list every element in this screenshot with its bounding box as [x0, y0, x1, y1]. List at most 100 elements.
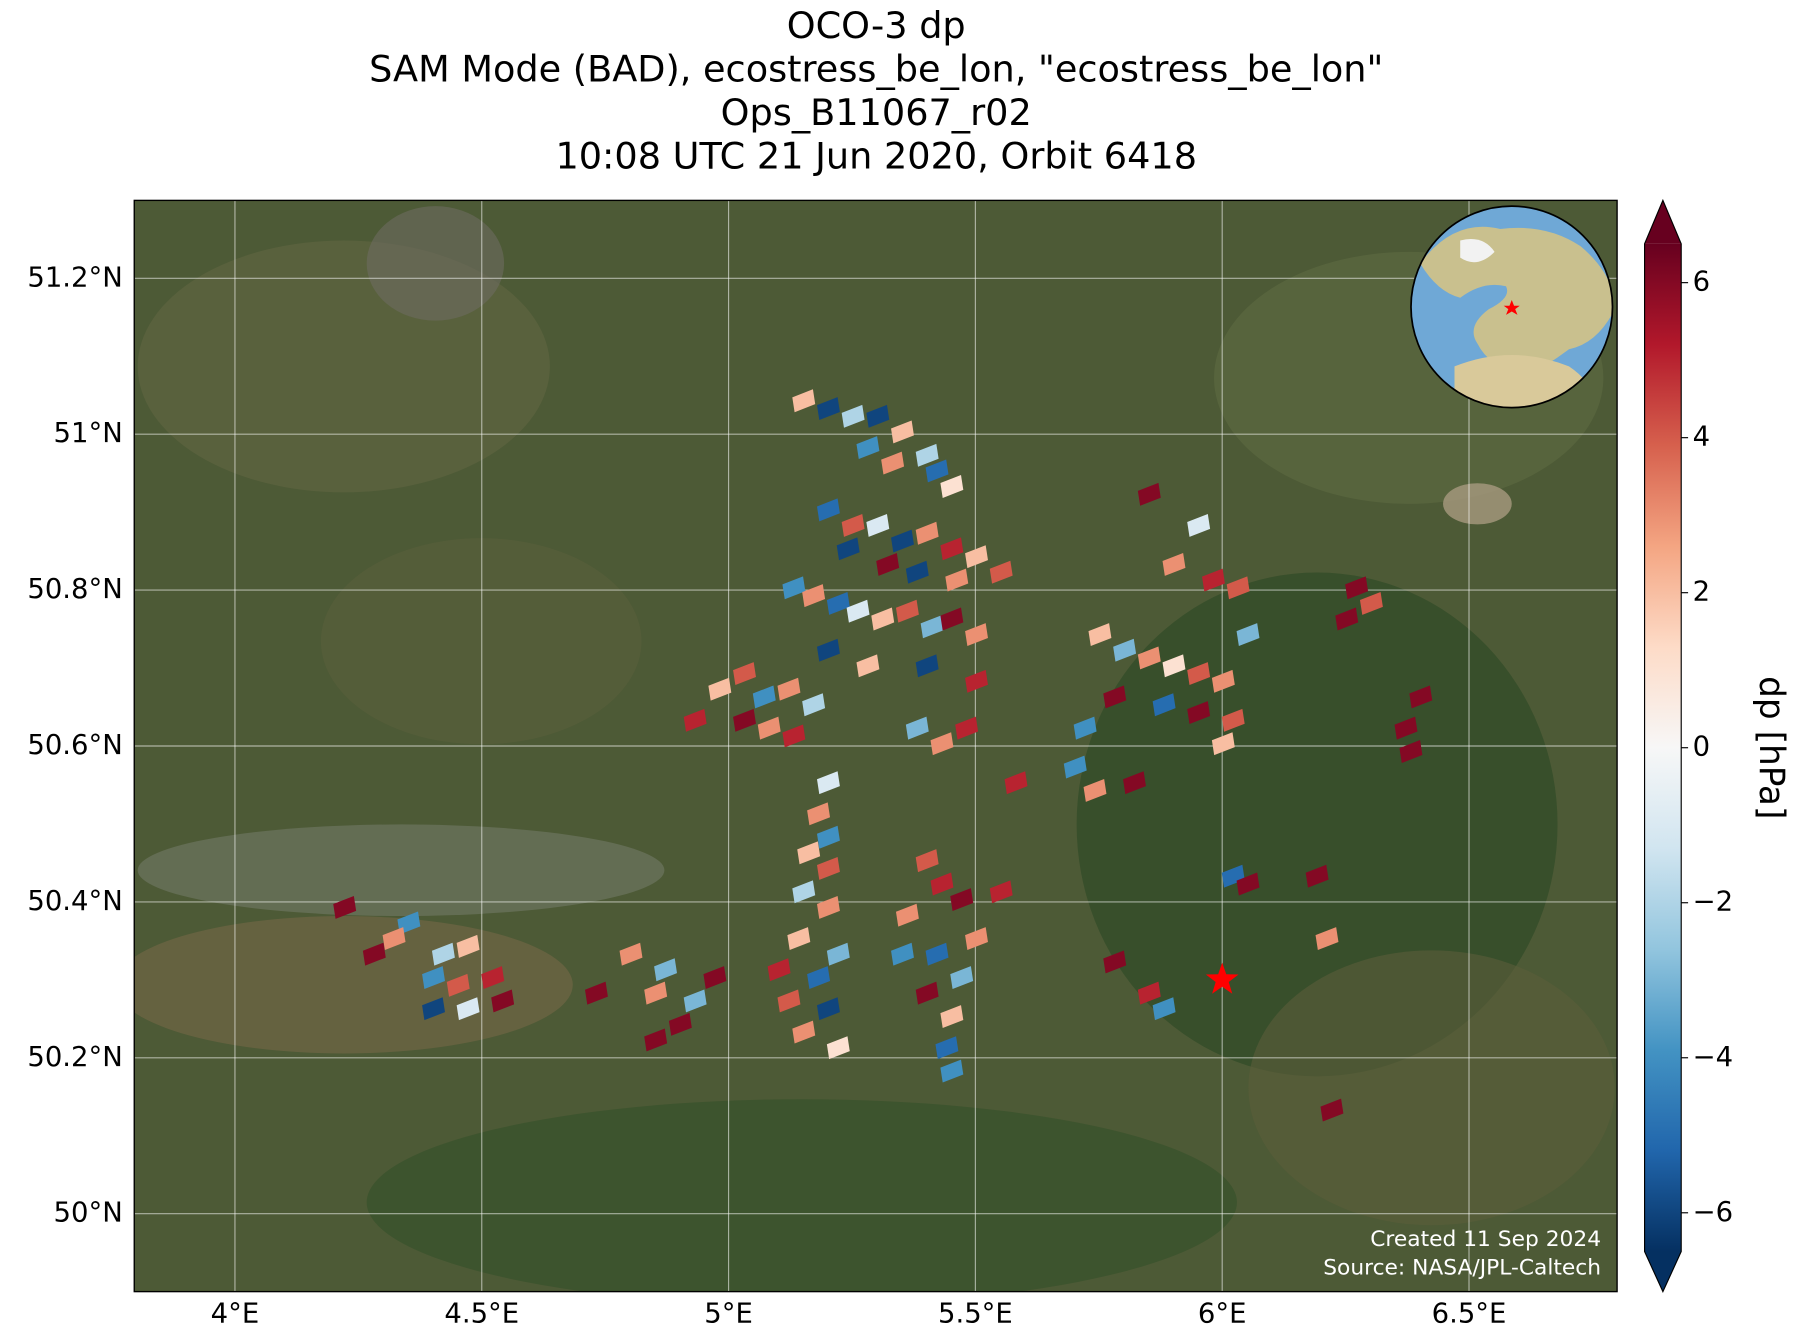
sounding [1073, 716, 1097, 740]
sounding [1063, 755, 1087, 779]
sounding [683, 989, 707, 1013]
sounding [362, 942, 386, 966]
colorbar-label: dp [hPa] [1751, 676, 1791, 819]
chart-title: Ops_B11067_r02 [721, 91, 1032, 134]
sounding [1221, 864, 1245, 888]
sounding [792, 1020, 816, 1044]
sounding [1315, 927, 1339, 951]
sounding [584, 981, 608, 1005]
sounding [1236, 872, 1260, 896]
sounding [1320, 1098, 1344, 1122]
sounding [895, 599, 919, 623]
sounding [915, 521, 939, 545]
sounding [481, 966, 505, 989]
chart-title: 10:08 UTC 21 Jun 2020, Orbit 6418 [555, 135, 1197, 178]
sounding [940, 537, 964, 561]
sounding [915, 654, 939, 678]
colorbar-frame [1644, 198, 1682, 1293]
sounding [1103, 685, 1127, 709]
sounding [644, 981, 668, 1005]
sounding [708, 677, 732, 701]
colorbar-tick-label: 4 [1693, 421, 1710, 453]
sounding [1113, 638, 1137, 662]
target-star [1205, 962, 1239, 994]
sounding [965, 669, 988, 693]
colorbar-tick-label: 6 [1693, 266, 1710, 298]
sounding [1226, 576, 1250, 600]
sounding [1187, 701, 1211, 724]
sounding [456, 934, 480, 958]
sounding [816, 638, 840, 662]
sounding [703, 966, 727, 989]
chart-title: SAM Mode (BAD), ecostress_be_lon, "ecost… [369, 47, 1383, 90]
colorbar-tick-label: −4 [1693, 1041, 1734, 1073]
footer-created: Created 11 Sep 2024 [1370, 1227, 1601, 1252]
sounding [446, 973, 470, 997]
sounding [816, 825, 840, 849]
sounding [782, 576, 806, 600]
sounding [802, 584, 826, 608]
sounding [782, 724, 806, 748]
sounding [1123, 771, 1146, 795]
x-tick-label: 5.5°E [938, 1298, 1013, 1330]
sounding [940, 607, 964, 631]
sounding [965, 927, 988, 951]
sounding [955, 716, 979, 740]
sounding [619, 942, 643, 966]
sounding [807, 966, 831, 989]
sounding [733, 662, 756, 686]
sounding [1088, 623, 1112, 647]
colorbar-extend-max [1644, 200, 1682, 244]
sounding [752, 685, 776, 709]
sounding [866, 514, 890, 537]
sounding [1394, 716, 1418, 740]
sounding [895, 903, 919, 927]
basemap [134, 200, 1618, 1292]
sounding [816, 771, 840, 795]
sounding [816, 895, 840, 919]
sounding [733, 708, 756, 732]
x-tick-label: 6°E [1198, 1298, 1247, 1330]
x-tick-label: 6.5°E [1432, 1298, 1507, 1330]
sounding [1162, 552, 1186, 576]
sounding [856, 654, 880, 678]
sounding [915, 981, 939, 1005]
colorbar-tick-label: −2 [1693, 886, 1734, 918]
y-tick-label: 50.4°N [27, 885, 122, 917]
sounding [891, 420, 914, 444]
colorbar [1644, 243, 1682, 1252]
x-tick-label: 4.5°E [444, 1298, 519, 1330]
sounding [1103, 950, 1127, 974]
sounding [826, 942, 850, 966]
sounding [826, 1036, 850, 1060]
y-tick-label: 51.2°N [27, 261, 122, 293]
sounding [940, 1005, 964, 1028]
sounding [1211, 669, 1235, 693]
sounding [757, 716, 781, 740]
y-tick-label: 50.2°N [27, 1041, 122, 1073]
sounding [1399, 740, 1423, 763]
sounding [925, 459, 949, 483]
sounding [836, 537, 860, 561]
sounding [1004, 771, 1028, 795]
sounding [491, 989, 515, 1013]
sounding [683, 708, 707, 732]
sounding [1236, 623, 1260, 647]
sounding [1083, 779, 1107, 802]
sounding [1137, 981, 1161, 1005]
sounding [1152, 997, 1176, 1021]
y-tick-label: 50°N [54, 1197, 123, 1229]
sounding [826, 591, 850, 615]
sounding [925, 942, 949, 966]
sounding [989, 560, 1013, 584]
sounding [950, 888, 974, 912]
sounding [654, 958, 677, 982]
sounding [797, 841, 821, 865]
sounding [787, 927, 811, 951]
sounding [891, 942, 914, 966]
sounding [841, 404, 865, 428]
sounding [456, 997, 480, 1021]
sounding [989, 880, 1013, 904]
